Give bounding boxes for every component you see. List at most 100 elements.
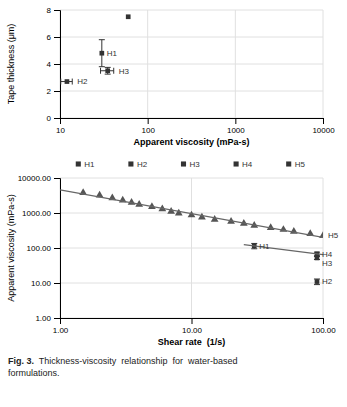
- tick-label: 1000.00: [22, 209, 51, 218]
- axis-line: [54, 11, 61, 119]
- tick: 6: [47, 33, 60, 42]
- tick: 100: [141, 118, 155, 135]
- x-axis: 10 100 1000 10000: [56, 118, 335, 135]
- tick-label: 10000: [312, 126, 335, 135]
- tick-mark: [192, 318, 193, 324]
- legend: H1 H2 H3 H4 H5: [76, 160, 306, 169]
- trend-line: [60, 190, 323, 238]
- axis-line: [61, 319, 324, 325]
- tick-mark: [54, 10, 60, 11]
- tick-label: 1.00: [53, 326, 69, 335]
- legend-label: H2: [137, 160, 148, 169]
- tick: 10000: [312, 118, 335, 135]
- tick: 2: [47, 87, 60, 96]
- tick-mark: [323, 118, 324, 124]
- trend-line: [244, 245, 323, 255]
- axis-line: [61, 119, 324, 125]
- tick-label: 10000.00: [18, 174, 52, 183]
- tick: 10000.00: [18, 174, 60, 183]
- legend-marker: [128, 161, 133, 166]
- point-label: H5: [328, 231, 339, 240]
- legend-label: H3: [190, 160, 201, 169]
- legend-label: H5: [295, 160, 306, 169]
- point-label: H3: [119, 67, 130, 76]
- point: [65, 79, 70, 84]
- legend-label: H4: [242, 160, 253, 169]
- x-axis-title: Shear rate (1/s): [158, 337, 226, 347]
- grid-line: [60, 37, 323, 38]
- x-axis: 1.00 10.00 100.00: [53, 318, 337, 335]
- tick: 10: [56, 118, 65, 135]
- y-axis: 0 2 4 6 8: [47, 6, 61, 123]
- point-label: H4: [322, 250, 333, 259]
- tick-mark: [54, 91, 60, 92]
- tick-mark: [54, 118, 60, 119]
- tick: 1000: [227, 118, 245, 135]
- tick: 1.00: [35, 314, 60, 323]
- grid: [60, 178, 323, 318]
- legend-marker: [76, 161, 81, 166]
- point-label: H1: [107, 49, 118, 58]
- y-axis-title: Tape thickness (μm): [6, 24, 16, 105]
- y-axis-title: Apparent viscosity (mPa-s): [6, 194, 16, 302]
- tick-mark: [54, 318, 60, 319]
- caption-line: Thickness-viscosity relationship for wat…: [34, 356, 237, 366]
- tick: 10.00: [182, 318, 203, 335]
- tick: 10.00: [31, 279, 60, 288]
- tick: 1.00: [53, 318, 69, 335]
- error-bar: [61, 79, 73, 85]
- point: [126, 14, 131, 19]
- tick-label: 10: [56, 126, 65, 135]
- x-axis-title: Apparent viscosity (mPa-s): [133, 137, 249, 147]
- y-axis: 1.00 10.00 100.00 1000.00 10000.00: [18, 174, 61, 323]
- tick-label: 2: [47, 87, 52, 96]
- tick-mark: [54, 283, 60, 284]
- caption: Fig. 3. Thickness-viscosity relationship…: [8, 356, 237, 378]
- point: [99, 51, 104, 56]
- error-bar: [99, 40, 105, 67]
- plot-area: [60, 188, 323, 284]
- tick-label: 100: [141, 126, 155, 135]
- legend-marker: [234, 161, 239, 166]
- tick-label: 8: [47, 6, 52, 15]
- point: [315, 279, 320, 284]
- tick-label: 100.00: [27, 244, 52, 253]
- tick: 100.00: [311, 318, 336, 335]
- tick-mark: [54, 213, 60, 214]
- tick: 0: [47, 114, 60, 123]
- tick: 8: [47, 6, 60, 15]
- legend-marker: [181, 161, 186, 166]
- point: [105, 68, 110, 73]
- tick: 4: [47, 60, 60, 69]
- point-label: H3: [322, 259, 333, 268]
- tick-mark: [54, 248, 60, 249]
- grid-line: [60, 283, 323, 284]
- figure: 1010010001000002468H1H3H2Apparent viscos…: [0, 0, 347, 407]
- error-bar: [314, 257, 320, 260]
- grid-line: [60, 91, 323, 92]
- figure-label: Fig. 3.: [8, 356, 34, 366]
- tick-mark: [323, 318, 324, 324]
- grid: [60, 10, 323, 118]
- grid-line: [60, 64, 323, 65]
- tick-mark: [235, 118, 236, 124]
- tick-label: 10.00: [182, 326, 203, 335]
- legend-label: H1: [84, 160, 95, 169]
- point-label: H2: [322, 277, 333, 286]
- point: [315, 256, 320, 261]
- tick-label: 10.00: [31, 279, 52, 288]
- legend-marker: [286, 161, 291, 166]
- error-bar: [101, 68, 114, 74]
- grid-line: [60, 248, 323, 249]
- point-label: H2: [77, 77, 88, 86]
- grid-line: [60, 178, 323, 179]
- axis-line: [54, 179, 61, 319]
- point-label: H1: [259, 242, 270, 251]
- tick: 1000.00: [22, 209, 60, 218]
- plot-area: [61, 14, 131, 84]
- error-bar: [105, 67, 111, 74]
- tick-mark: [54, 178, 60, 179]
- tick-label: 1.00: [35, 314, 51, 323]
- grid-line: [60, 10, 323, 11]
- tick-label: 4: [47, 60, 52, 69]
